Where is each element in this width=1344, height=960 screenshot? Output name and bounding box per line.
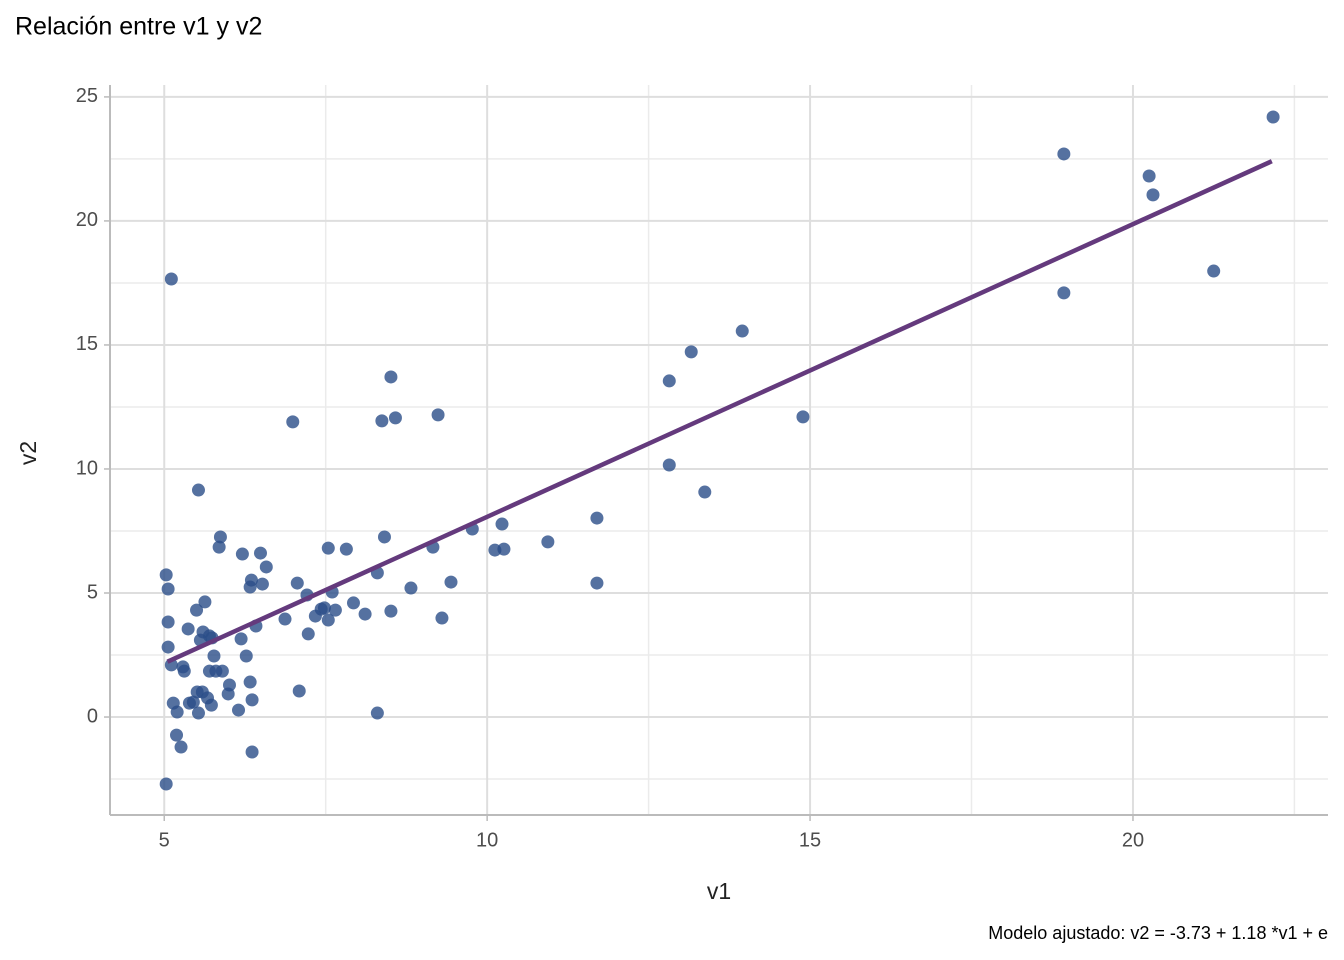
point xyxy=(243,675,257,689)
x-tick-label: 15 xyxy=(799,829,821,851)
point xyxy=(384,604,398,618)
point xyxy=(174,740,188,754)
point xyxy=(190,603,204,617)
point xyxy=(191,483,205,497)
point xyxy=(317,601,331,615)
caption: Modelo ajustado: v2 = -3.73 + 1.18 *v1 +… xyxy=(988,923,1328,943)
point xyxy=(590,576,604,590)
point xyxy=(164,272,178,286)
point xyxy=(253,546,267,560)
point xyxy=(212,540,226,554)
y-axis-label: v2 xyxy=(15,441,41,465)
point xyxy=(388,411,402,425)
point xyxy=(541,535,555,549)
point xyxy=(375,414,389,428)
point xyxy=(232,703,246,717)
point xyxy=(1146,188,1160,202)
point xyxy=(239,649,253,663)
point xyxy=(301,627,315,641)
point xyxy=(328,603,342,617)
point xyxy=(292,684,306,698)
point xyxy=(796,410,810,424)
point xyxy=(243,580,257,594)
point xyxy=(1057,147,1071,161)
point xyxy=(191,706,205,720)
point xyxy=(221,687,235,701)
point xyxy=(321,541,335,555)
point xyxy=(735,324,749,338)
point xyxy=(161,582,175,596)
point xyxy=(662,374,676,388)
point xyxy=(346,596,360,610)
point xyxy=(204,698,218,712)
point xyxy=(245,693,259,707)
point xyxy=(235,547,249,561)
point xyxy=(255,577,269,591)
point xyxy=(308,609,322,623)
point xyxy=(198,595,212,609)
point xyxy=(1057,286,1071,300)
point xyxy=(278,612,292,626)
point xyxy=(170,705,184,719)
y-tick-label: 25 xyxy=(76,85,98,107)
point xyxy=(497,542,511,556)
point xyxy=(495,517,509,531)
point xyxy=(170,728,184,742)
point xyxy=(207,649,221,663)
point xyxy=(435,611,449,625)
point xyxy=(1207,264,1221,278)
y-tick-label: 0 xyxy=(87,705,98,727)
point xyxy=(384,370,398,384)
point xyxy=(358,607,372,621)
point xyxy=(245,745,259,759)
point xyxy=(234,632,248,646)
point xyxy=(698,485,712,499)
point xyxy=(290,576,304,590)
y-tick-label: 15 xyxy=(76,333,98,355)
point xyxy=(321,613,335,627)
x-tick-label: 20 xyxy=(1122,829,1144,851)
point xyxy=(286,415,300,429)
point xyxy=(177,664,191,678)
point xyxy=(1142,169,1156,183)
point xyxy=(215,664,229,678)
chart-title: Relación entre v1 y v2 xyxy=(15,13,262,41)
point xyxy=(590,511,604,525)
point xyxy=(370,706,384,720)
point xyxy=(159,777,173,791)
point xyxy=(404,581,418,595)
point xyxy=(444,575,458,589)
point xyxy=(684,345,698,359)
x-axis-label: v1 xyxy=(707,878,731,904)
point xyxy=(161,615,175,629)
point xyxy=(377,530,391,544)
fit-line xyxy=(166,159,1273,664)
y-tick-label: 5 xyxy=(87,581,98,603)
point xyxy=(1266,110,1280,124)
y-tick-label: 20 xyxy=(76,209,98,231)
point xyxy=(159,568,173,582)
point xyxy=(662,458,676,472)
point xyxy=(161,640,175,654)
point xyxy=(213,530,227,544)
point xyxy=(259,560,273,574)
point xyxy=(431,408,445,422)
x-tick-label: 10 xyxy=(476,829,498,851)
point xyxy=(181,622,195,636)
point xyxy=(339,542,353,556)
point xyxy=(182,696,196,710)
x-tick-label: 5 xyxy=(159,829,170,851)
y-tick-label: 10 xyxy=(76,457,98,479)
